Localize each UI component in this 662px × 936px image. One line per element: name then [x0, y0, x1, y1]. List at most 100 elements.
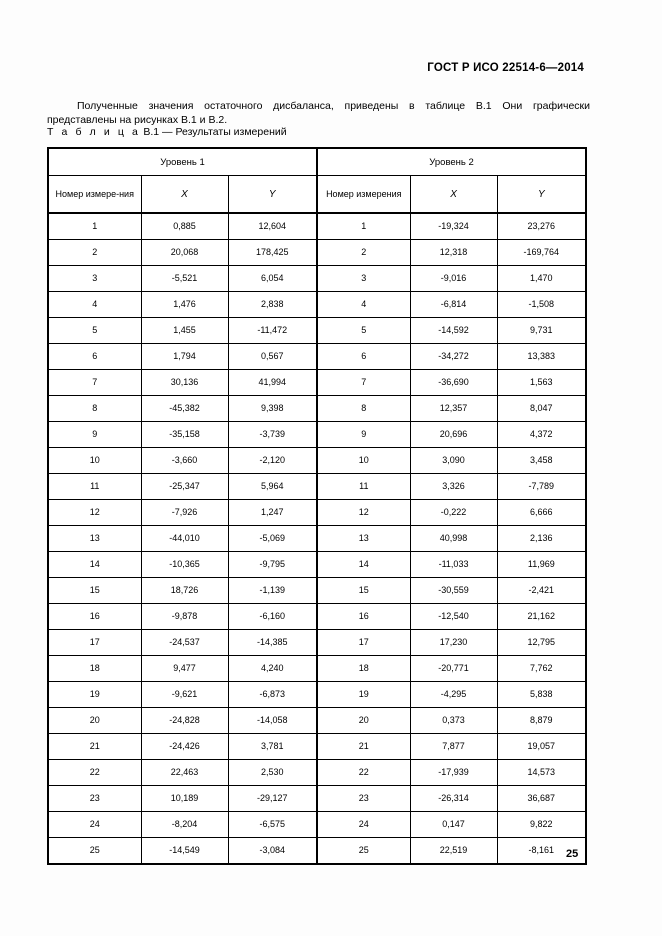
- table-row: 22 22,463 2,530 22 -17,939 14,573: [47, 759, 588, 786]
- column-header-level2-y: Y: [496, 175, 588, 214]
- cell-level1-y: -3,084: [227, 837, 318, 865]
- column-header-level2-measurement-number: Номер измерения: [316, 175, 411, 214]
- cell-level2-y: 1,470: [496, 265, 588, 292]
- cell-level1-measurement-number: 8: [47, 395, 142, 422]
- cell-level2-measurement-number: 15: [316, 577, 411, 604]
- cell-level2-y: -8,161: [496, 837, 588, 865]
- group-header-level-2: Уровень 2: [316, 147, 588, 176]
- cell-level2-x: -12,540: [409, 603, 498, 630]
- cell-level1-measurement-number: 1: [47, 212, 142, 240]
- cell-level2-y: 21,162: [496, 603, 588, 630]
- cell-level2-y: -169,764: [496, 239, 588, 266]
- cell-level1-y: 0,567: [227, 343, 318, 370]
- table-row: 4 1,476 2,838 4 -6,814 -1,508: [47, 291, 588, 318]
- cell-level2-x: -0,222: [409, 499, 498, 526]
- cell-level2-measurement-number: 1: [316, 212, 411, 240]
- cell-level1-y: -14,058: [227, 707, 318, 734]
- cell-level2-x: 3,326: [409, 473, 498, 500]
- cell-level1-x: 0,885: [140, 212, 229, 240]
- cell-level2-y: 13,383: [496, 343, 588, 370]
- cell-level2-measurement-number: 24: [316, 811, 411, 838]
- cell-level1-measurement-number: 19: [47, 681, 142, 708]
- cell-level1-x: 20,068: [140, 239, 229, 266]
- cell-level1-x: -24,537: [140, 629, 229, 656]
- cell-level1-x: 10,189: [140, 785, 229, 812]
- cell-level1-measurement-number: 16: [47, 603, 142, 630]
- cell-level1-x: 22,463: [140, 759, 229, 786]
- cell-level1-y: -14,385: [227, 629, 318, 656]
- cell-level1-measurement-number: 4: [47, 291, 142, 318]
- cell-level2-x: 40,998: [409, 525, 498, 552]
- cell-level1-x: 9,477: [140, 655, 229, 682]
- cell-level2-measurement-number: 12: [316, 499, 411, 526]
- table-row: 5 1,455 -11,472 5 -14,592 9,731: [47, 317, 588, 344]
- cell-level1-x: -9,621: [140, 681, 229, 708]
- cell-level1-x: 1,455: [140, 317, 229, 344]
- cell-level2-x: -36,690: [409, 369, 498, 396]
- cell-level1-x: 1,794: [140, 343, 229, 370]
- cell-level2-x: 3,090: [409, 447, 498, 474]
- cell-level2-measurement-number: 21: [316, 733, 411, 760]
- cell-level1-y: -5,069: [227, 525, 318, 552]
- table-row: 10 -3,660 -2,120 10 3,090 3,458: [47, 447, 588, 474]
- cell-level1-x: -24,426: [140, 733, 229, 760]
- cell-level1-measurement-number: 5: [47, 317, 142, 344]
- table-row: 15 18,726 -1,139 15 -30,559 -2,421: [47, 577, 588, 604]
- table-row: 20 -24,828 -14,058 20 0,373 8,879: [47, 707, 588, 734]
- cell-level2-x: -19,324: [409, 212, 498, 240]
- cell-level2-y: 8,047: [496, 395, 588, 422]
- cell-level2-y: 2,136: [496, 525, 588, 552]
- cell-level2-y: 6,666: [496, 499, 588, 526]
- cell-level1-y: 2,838: [227, 291, 318, 318]
- cell-level1-measurement-number: 10: [47, 447, 142, 474]
- cell-level2-measurement-number: 23: [316, 785, 411, 812]
- cell-level2-x: 12,357: [409, 395, 498, 422]
- table-row: 9 -35,158 -3,739 9 20,696 4,372: [47, 421, 588, 448]
- cell-level2-y: -7,789: [496, 473, 588, 500]
- cell-level2-x: -17,939: [409, 759, 498, 786]
- measurement-results-table: Уровень 1 Уровень 2 Номер измере-ния X Y…: [46, 147, 588, 865]
- cell-level2-x: -9,016: [409, 265, 498, 292]
- cell-level2-measurement-number: 22: [316, 759, 411, 786]
- cell-level2-y: 1,563: [496, 369, 588, 396]
- cell-level1-y: -1,139: [227, 577, 318, 604]
- table-row: 6 1,794 0,567 6 -34,272 13,383: [47, 343, 588, 370]
- cell-level1-y: 1,247: [227, 499, 318, 526]
- table-row: 12 -7,926 1,247 12 -0,222 6,666: [47, 499, 588, 526]
- cell-level2-x: -6,814: [409, 291, 498, 318]
- cell-level2-measurement-number: 10: [316, 447, 411, 474]
- cell-level1-measurement-number: 17: [47, 629, 142, 656]
- cell-level1-x: -45,382: [140, 395, 229, 422]
- cell-level2-x: -26,314: [409, 785, 498, 812]
- cell-level2-y: 5,838: [496, 681, 588, 708]
- table-body: 1 0,885 12,604 1 -19,324 23,276 2 20,068 178,425…: [47, 212, 588, 865]
- cell-level1-y: 9,398: [227, 395, 318, 422]
- cell-level1-y: -6,575: [227, 811, 318, 838]
- cell-level2-x: -14,592: [409, 317, 498, 344]
- table-row: 2 20,068 178,425 2 12,318 -169,764: [47, 239, 588, 266]
- cell-level1-y: 41,994: [227, 369, 318, 396]
- cell-level2-x: -20,771: [409, 655, 498, 682]
- cell-level2-measurement-number: 6: [316, 343, 411, 370]
- table-group-header-row: Уровень 1 Уровень 2: [46, 147, 588, 176]
- cell-level2-y: 11,969: [496, 551, 588, 578]
- column-header-level1-y: Y: [227, 175, 318, 214]
- cell-level2-y: 19,057: [496, 733, 588, 760]
- cell-level1-x: -7,926: [140, 499, 229, 526]
- cell-level2-measurement-number: 18: [316, 655, 411, 682]
- cell-level1-y: -11,472: [227, 317, 318, 344]
- cell-level2-measurement-number: 20: [316, 707, 411, 734]
- cell-level2-measurement-number: 11: [316, 473, 411, 500]
- cell-level2-y: 3,458: [496, 447, 588, 474]
- cell-level1-measurement-number: 13: [47, 525, 142, 552]
- table-row: 13 -44,010 -5,069 13 40,998 2,136: [47, 525, 588, 552]
- cell-level2-measurement-number: 16: [316, 603, 411, 630]
- cell-level1-measurement-number: 6: [47, 343, 142, 370]
- cell-level1-measurement-number: 7: [47, 369, 142, 396]
- cell-level1-measurement-number: 20: [47, 707, 142, 734]
- cell-level1-measurement-number: 24: [47, 811, 142, 838]
- column-header-level1-measurement-number: Номер измере-ния: [47, 175, 142, 214]
- cell-level2-y: -1,508: [496, 291, 588, 318]
- cell-level1-x: -8,204: [140, 811, 229, 838]
